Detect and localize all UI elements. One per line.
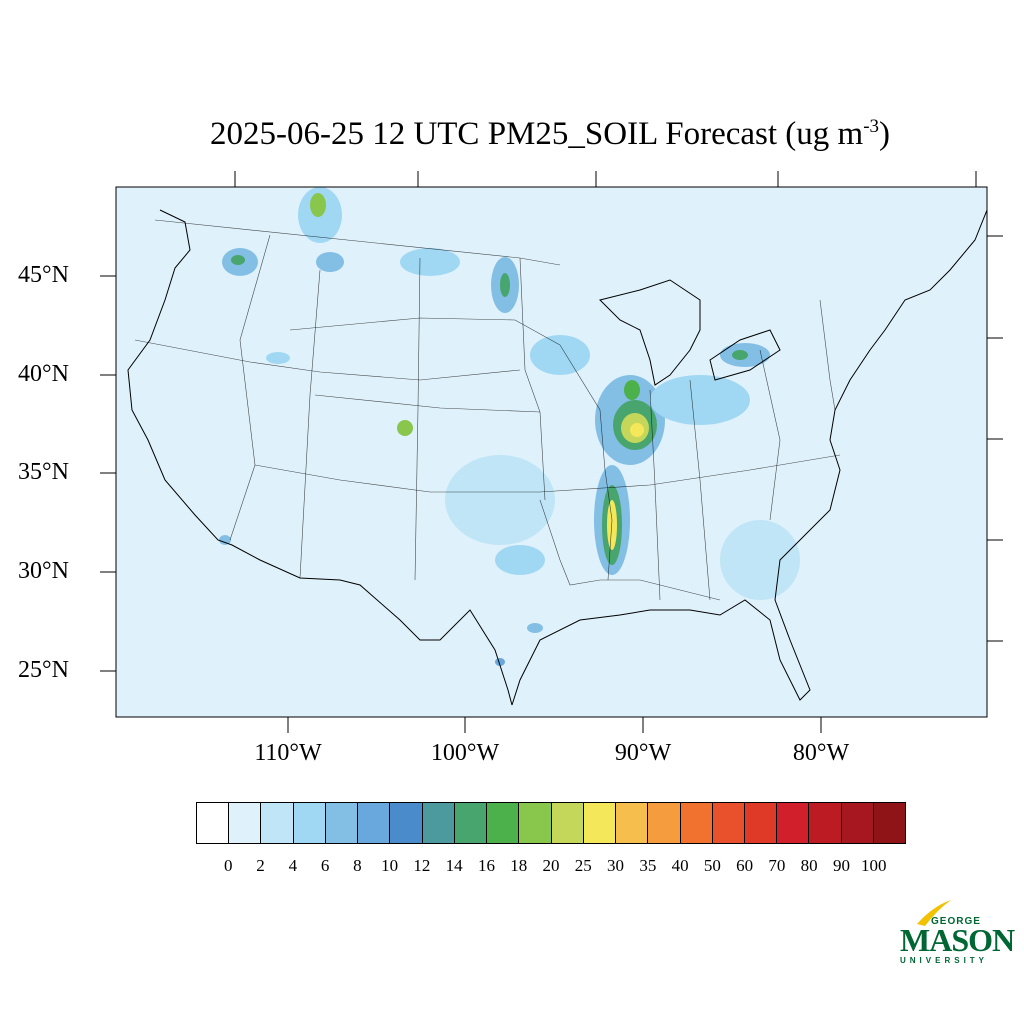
lon-label-100: 100°W	[430, 740, 500, 766]
lat-label-45: 45°N	[18, 262, 69, 288]
colorbar-label: 18	[510, 856, 528, 875]
lon-label-110: 110°W	[254, 740, 322, 766]
colorbar-swatch	[390, 803, 423, 843]
colorbar-swatch	[680, 803, 713, 843]
colorbar-label: 6	[320, 856, 330, 875]
colorbar-label: 70	[768, 856, 786, 875]
colorbar-swatch	[261, 803, 294, 843]
colorbar-swatch	[551, 803, 584, 843]
colorbar-label: 50	[703, 856, 721, 875]
colorbar-swatch	[229, 803, 262, 843]
colorbar-label: 0	[224, 856, 233, 875]
colorbar-label: 12	[413, 856, 431, 875]
colorbar-swatch	[712, 803, 745, 843]
colorbar-label: 35	[639, 856, 657, 875]
colorbar-swatch	[809, 803, 842, 843]
colorbar-label: 14	[445, 856, 463, 875]
concentration-field	[219, 187, 800, 666]
colorbar-swatch	[841, 803, 874, 843]
lat-label-40: 40°N	[18, 361, 69, 387]
colorbar-swatch	[293, 803, 326, 843]
colorbar	[196, 802, 906, 844]
logo-line-1: GEORGE	[931, 916, 981, 927]
colorbar-label: 20	[542, 856, 560, 875]
logo-line-2: MASON	[900, 922, 1015, 958]
colorbar-label: 4	[288, 856, 298, 875]
map-background	[116, 187, 987, 717]
colorbar-swatch	[487, 803, 520, 843]
colorbar-swatch	[422, 803, 455, 843]
lon-label-80: 80°W	[792, 740, 850, 766]
colorbar-label: 60	[736, 856, 754, 875]
gmu-logo: GEORGE MASON UNIVERSITY	[895, 898, 1015, 968]
state-borders	[134, 219, 841, 601]
colorbar-label: 10	[381, 856, 399, 875]
lat-label-25: 25°N	[18, 657, 69, 683]
colorbar-label: 25	[574, 856, 592, 875]
colorbar-label: 2	[256, 856, 265, 875]
colorbar-label: 16	[477, 856, 495, 875]
lat-label-35: 35°N	[18, 459, 69, 485]
colorbar-swatch	[358, 803, 391, 843]
colorbar-swatch	[648, 803, 681, 843]
logo-swoosh-icon	[917, 900, 951, 926]
colorbar-swatch	[777, 803, 810, 843]
great-lakes	[599, 279, 781, 386]
lat-label-30: 30°N	[18, 558, 69, 584]
colorbar-swatch	[519, 803, 552, 843]
colorbar-swatch	[325, 803, 359, 843]
colorbar-swatch	[197, 803, 230, 843]
colorbar-swatch	[616, 803, 649, 843]
colorbar-swatch	[583, 803, 617, 843]
logo-line-3: UNIVERSITY	[900, 956, 989, 965]
map-title: 2025-06-25 12 UTC PM25_SOIL Forecast (ug…	[209, 116, 891, 152]
colorbar-label: 100	[860, 856, 887, 875]
colorbar-label: 80	[800, 856, 818, 875]
colorbar-label: 8	[353, 856, 362, 875]
map-frame	[115, 186, 988, 718]
colorbar-swatch	[873, 803, 906, 843]
colorbar-label: 90	[832, 856, 850, 875]
colorbar-label: 30	[607, 856, 625, 875]
lon-label-90: 90°W	[614, 740, 672, 766]
axis-ticks	[100, 171, 1003, 733]
colorbar-label: 40	[671, 856, 689, 875]
colorbar-swatch	[744, 803, 778, 843]
coastline	[127, 209, 987, 706]
colorbar-swatch	[454, 803, 488, 843]
